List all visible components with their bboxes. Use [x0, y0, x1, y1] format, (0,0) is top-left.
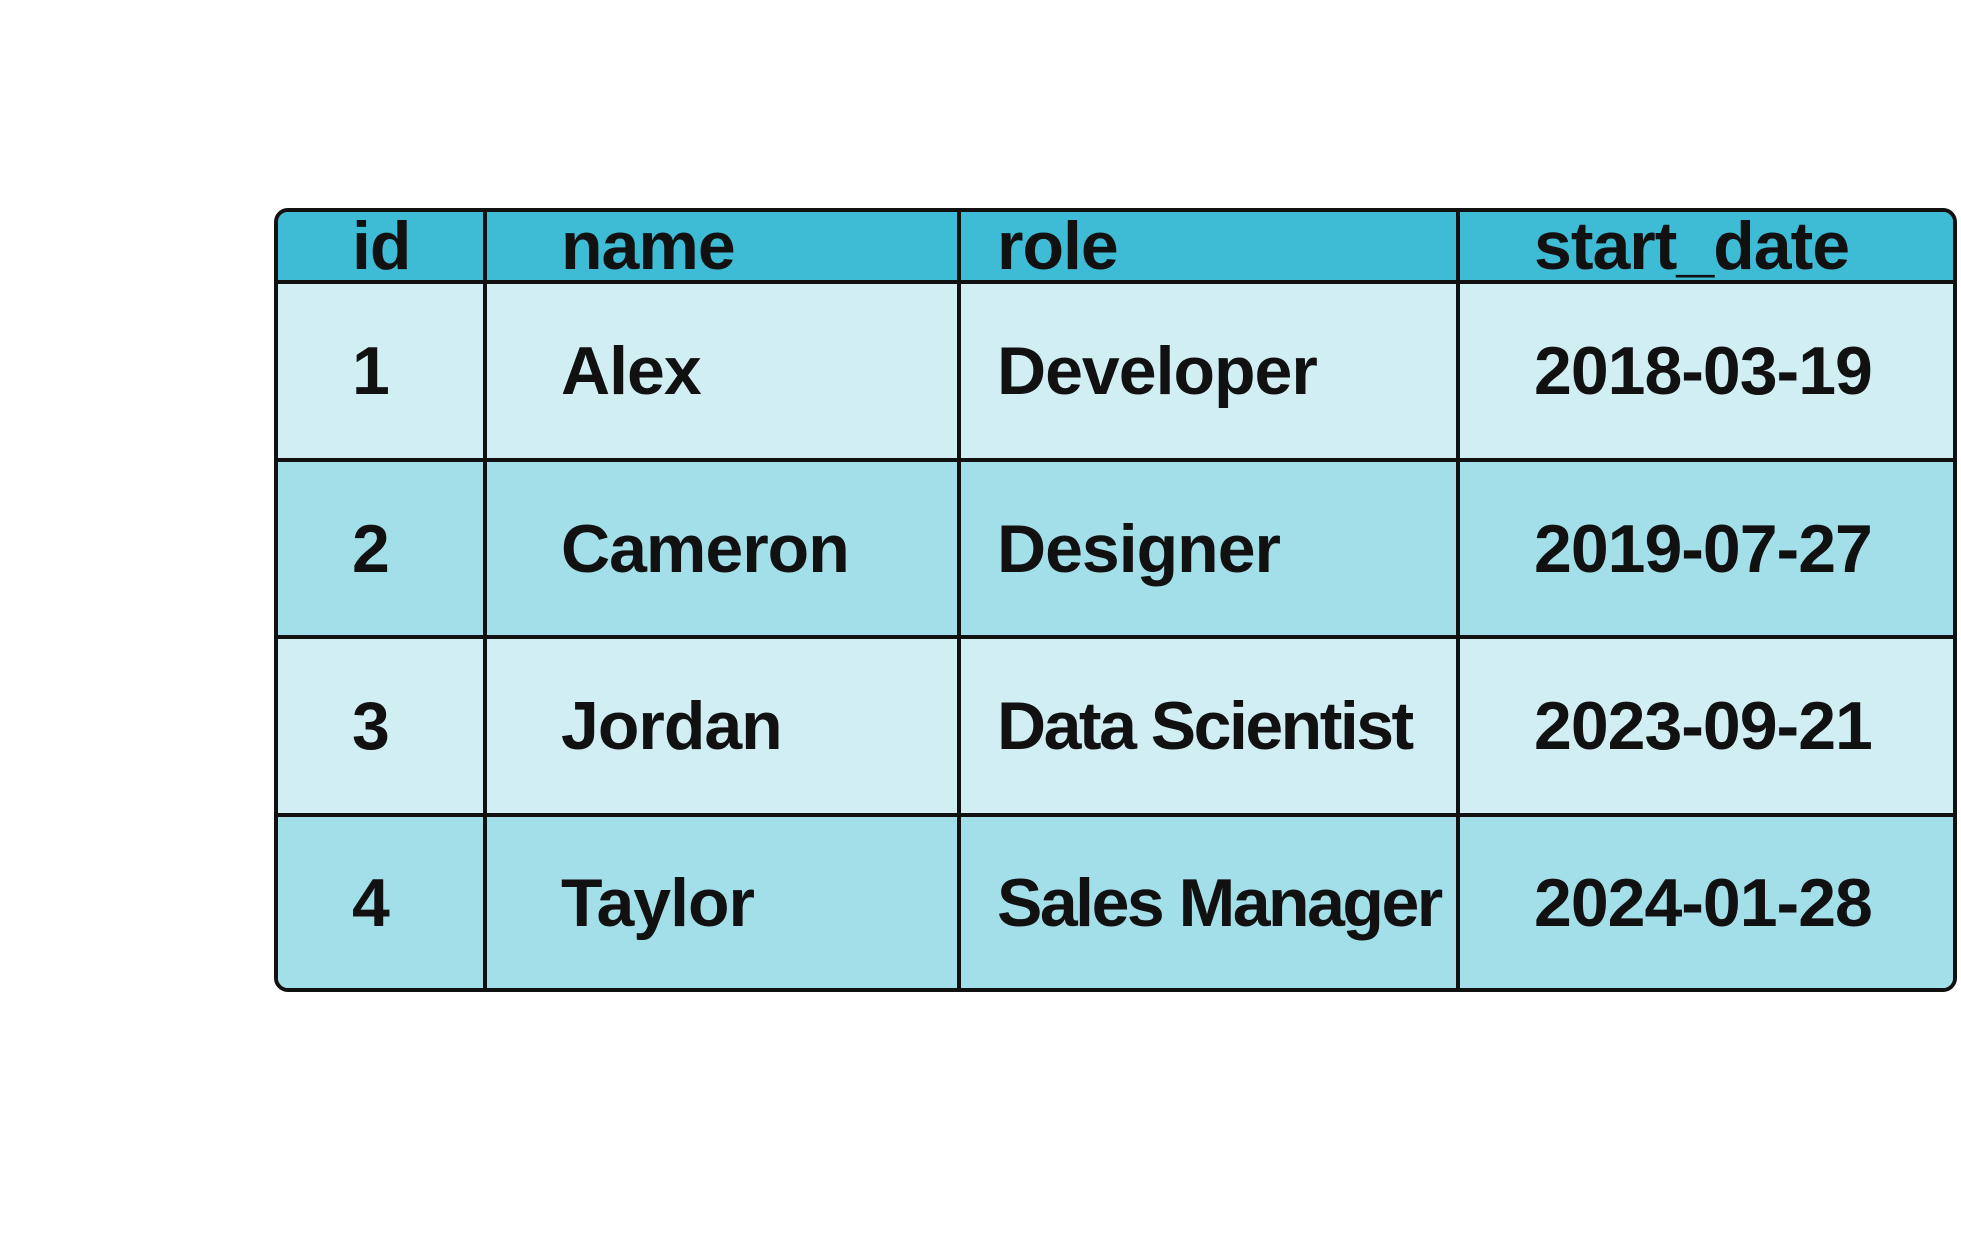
cell-start-date: 2019-07-27	[1456, 457, 1953, 640]
table-header-row: id name role start_date	[278, 212, 1953, 284]
column-header-name: name	[483, 212, 961, 284]
column-header-start-date: start_date	[1456, 212, 1953, 284]
table-row: 4 Taylor Sales Manager 2024-01-28	[278, 813, 1953, 988]
cell-role: Developer	[957, 280, 1460, 462]
data-table: id name role start_date 1 Alex Developer…	[274, 208, 1957, 992]
table-row: 2 Cameron Designer 2019-07-27	[278, 457, 1953, 640]
cell-id: 4	[278, 813, 487, 988]
cell-name: Jordan	[483, 635, 961, 818]
column-header-role: role	[957, 212, 1460, 284]
cell-start-date: 2024-01-28	[1456, 813, 1953, 988]
cell-start-date: 2023-09-21	[1456, 635, 1953, 818]
cell-role: Sales Manager	[957, 813, 1460, 988]
cell-start-date: 2018-03-19	[1456, 280, 1953, 462]
cell-name: Taylor	[483, 813, 961, 988]
column-header-id: id	[278, 212, 487, 284]
cell-role: Data Scientist	[957, 635, 1460, 818]
cell-id: 2	[278, 457, 487, 640]
cell-id: 3	[278, 635, 487, 818]
table-row: 3 Jordan Data Scientist 2023-09-21	[278, 635, 1953, 818]
cell-role: Designer	[957, 457, 1460, 640]
cell-name: Alex	[483, 280, 961, 462]
table-row: 1 Alex Developer 2018-03-19	[278, 280, 1953, 462]
table-grid: id name role start_date 1 Alex Developer…	[278, 212, 1953, 988]
cell-id: 1	[278, 280, 487, 462]
cell-name: Cameron	[483, 457, 961, 640]
